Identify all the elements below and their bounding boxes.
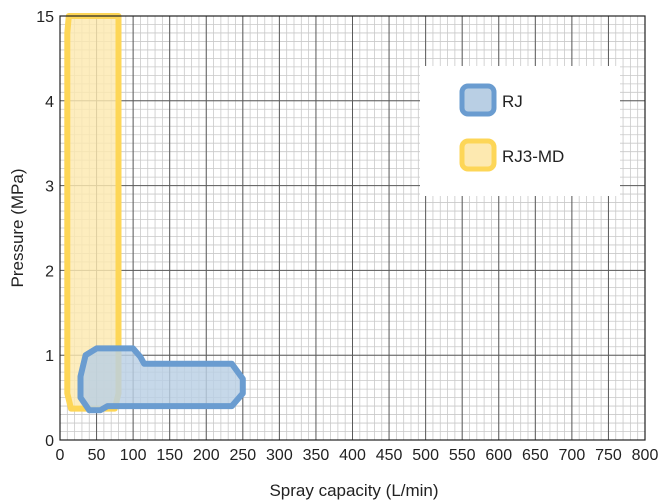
legend-label-rj: RJ [502, 92, 523, 111]
x-tick-label: 700 [559, 447, 586, 464]
y-tick-label: 1 [45, 348, 54, 365]
x-tick-label: 100 [120, 447, 147, 464]
y-tick-label: 3 [45, 179, 54, 196]
y-tick-label: 4 [45, 94, 54, 111]
tick-labels: 0 50 100 150 200 250 300 350 400 450 500 550 600 650 7… [36, 9, 658, 464]
x-tick-label: 750 [595, 447, 622, 464]
x-axis-title: Spray capacity (L/min) [269, 481, 438, 500]
plot-frame [59, 15, 646, 441]
x-tick-label: 250 [229, 447, 256, 464]
series-areas [64, 13, 246, 414]
legend: RJ RJ3-MD [420, 66, 620, 196]
y-tick-label: 15 [36, 9, 54, 26]
area-rj [77, 345, 246, 414]
legend-label-rj3-md: RJ3-MD [502, 147, 564, 166]
x-tick-label: 450 [376, 447, 403, 464]
x-tick-label: 150 [156, 447, 183, 464]
legend-background [420, 66, 620, 196]
x-tick-label: 200 [193, 447, 220, 464]
x-tick-label: 650 [522, 447, 549, 464]
x-tick-label: 500 [412, 447, 439, 464]
axes [59, 15, 646, 441]
y-tick-label: 2 [45, 263, 54, 280]
x-tick-label: 0 [56, 447, 65, 464]
legend-swatch-rj3-md [459, 138, 497, 172]
legend-swatch-rj [459, 83, 497, 117]
y-axis-title: Pressure (MPa) [8, 168, 27, 287]
x-tick-label: 800 [632, 447, 659, 464]
x-tick-label: 550 [449, 447, 476, 464]
x-tick-label: 350 [303, 447, 330, 464]
y-tick-label: 0 [45, 433, 54, 450]
x-tick-label: 400 [339, 447, 366, 464]
x-tick-label: 300 [266, 447, 293, 464]
x-tick-label: 600 [485, 447, 512, 464]
x-tick-label: 50 [88, 447, 106, 464]
